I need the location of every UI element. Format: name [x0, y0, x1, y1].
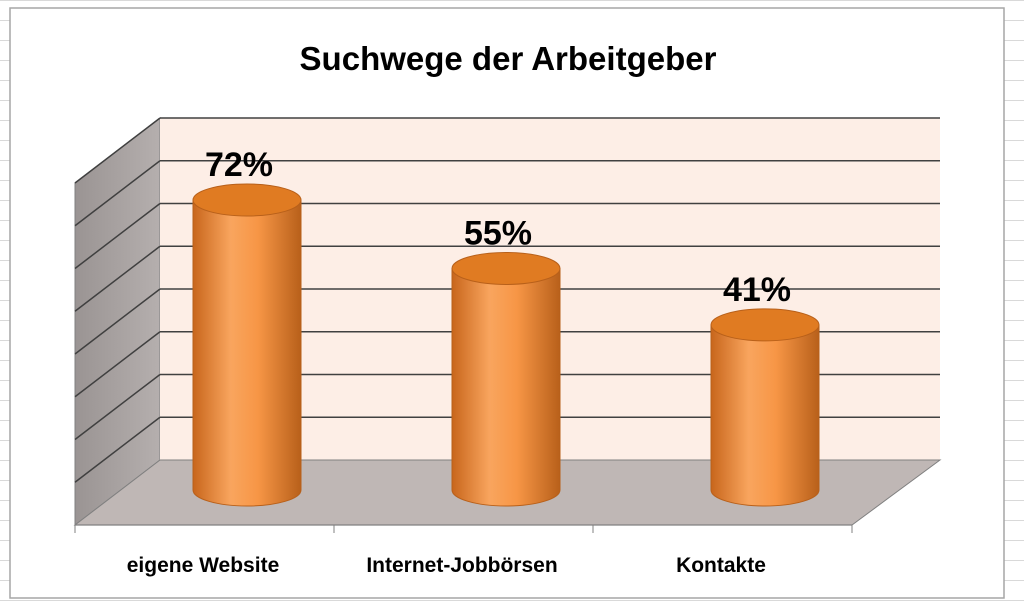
bar-top — [192, 183, 302, 217]
side-gridline — [74, 288, 161, 355]
side-gridline — [74, 373, 161, 441]
chart-title: Suchwege der Arbeitgeber — [300, 40, 717, 77]
category-labels: eigene Website Internet-Jobbörsen Kontak… — [127, 554, 766, 577]
bar — [192, 183, 302, 507]
bar-body — [710, 324, 820, 507]
side-gridline — [74, 416, 161, 483]
bar — [710, 308, 820, 507]
value-label: 72% — [205, 146, 273, 184]
bar-top — [451, 251, 561, 285]
value-label: 41% — [723, 271, 791, 309]
x-tick-label: eigene Website — [127, 554, 280, 577]
x-tick-label: Internet-Jobbörsen — [366, 554, 557, 577]
value-label: 55% — [464, 214, 532, 252]
side-gridline — [74, 117, 161, 184]
bars — [192, 183, 820, 507]
side-gridline — [74, 160, 161, 227]
bar-body — [192, 199, 302, 507]
side-gridline — [74, 202, 161, 270]
value-labels: 72% 55% 41% — [205, 146, 791, 309]
side-gridline — [74, 245, 161, 312]
bar-body — [451, 267, 561, 507]
side-gridline — [74, 331, 161, 398]
bar-top — [710, 308, 820, 342]
bar — [451, 251, 561, 507]
x-tick-label: Kontakte — [676, 554, 766, 577]
